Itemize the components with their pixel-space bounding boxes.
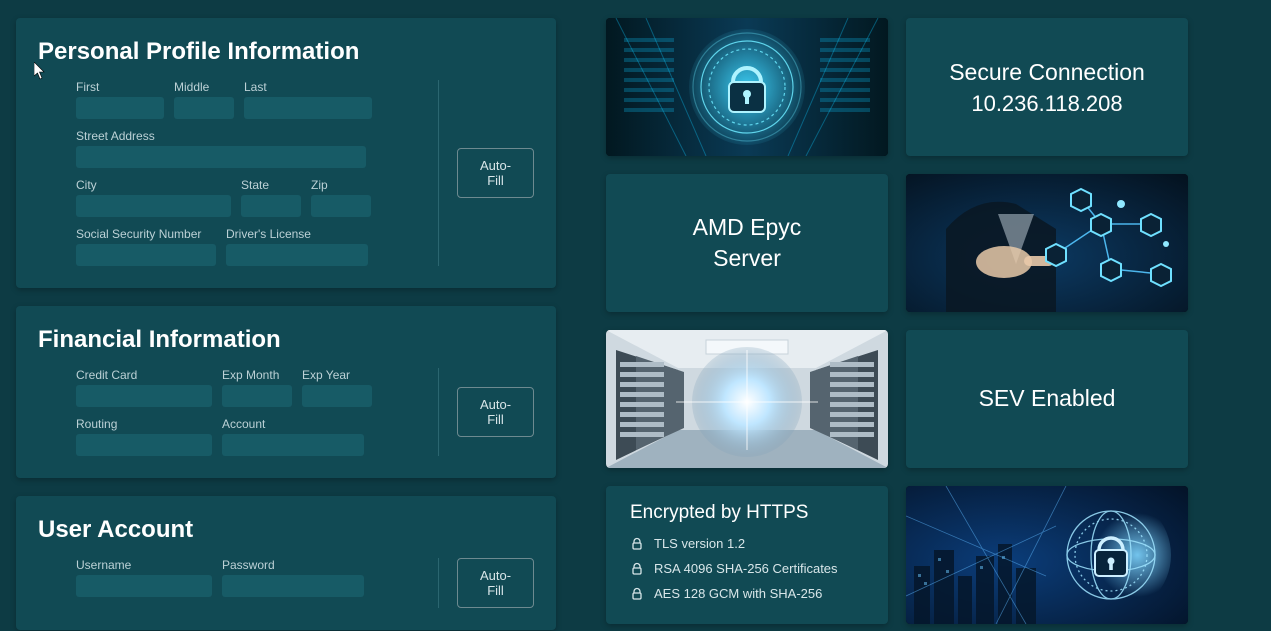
ssn-label: Social Security Number — [76, 227, 216, 241]
list-item: AES 128 GCM with SHA-256 — [630, 586, 822, 601]
username-input[interactable] — [76, 575, 212, 597]
username-label: Username — [76, 558, 212, 572]
sev-enabled-tile: SEV Enabled — [906, 330, 1188, 468]
sev-label: SEV Enabled — [979, 383, 1116, 414]
credit-label: Credit Card — [76, 368, 212, 382]
password-label: Password — [222, 558, 364, 572]
account-fields: Username Password — [38, 558, 439, 608]
financial-autofill-button[interactable]: Auto-Fill — [457, 387, 534, 437]
license-label: Driver's License — [226, 227, 368, 241]
lock-icon — [630, 562, 644, 576]
touch-network-tile — [906, 174, 1188, 312]
secure-connection-tile: Secure Connection 10.236.118.208 — [906, 18, 1188, 156]
personal-autofill-button[interactable]: Auto-Fill — [457, 148, 534, 198]
expmonth-input[interactable] — [222, 385, 292, 407]
personal-title: Personal Profile Information — [38, 38, 534, 66]
zip-input[interactable] — [311, 195, 371, 217]
https-item-0: TLS version 1.2 — [654, 536, 745, 551]
city-input[interactable] — [76, 195, 231, 217]
user-account-card: User Account Username Password Auto-Fill — [16, 496, 556, 630]
left-column: Personal Profile Information First Middl… — [16, 18, 556, 613]
amd-line1: AMD Epyc — [693, 212, 802, 243]
last-label: Last — [244, 80, 372, 94]
right-column: Secure Connection 10.236.118.208 AMD Epy… — [606, 18, 1188, 613]
https-title: Encrypted by HTTPS — [630, 502, 808, 524]
password-input[interactable] — [222, 575, 364, 597]
https-item-2: AES 128 GCM with SHA-256 — [654, 586, 822, 601]
account-input[interactable] — [222, 434, 364, 456]
secure-connection-label: Secure Connection — [949, 57, 1145, 88]
license-input[interactable] — [226, 244, 368, 266]
middle-input[interactable] — [174, 97, 234, 119]
amd-line2: Server — [713, 243, 781, 274]
first-input[interactable] — [76, 97, 164, 119]
personal-fields: First Middle Last Street Address — [38, 80, 439, 266]
account-title: User Account — [38, 516, 534, 544]
lock-icon — [630, 587, 644, 601]
amd-epyc-tile: AMD Epyc Server — [606, 174, 888, 312]
state-input[interactable] — [241, 195, 301, 217]
routing-input[interactable] — [76, 434, 212, 456]
first-label: First — [76, 80, 164, 94]
street-label: Street Address — [76, 129, 366, 143]
financial-fields: Credit Card Exp Month Exp Year Routing — [38, 368, 439, 456]
lock-icon — [630, 537, 644, 551]
expyear-input[interactable] — [302, 385, 372, 407]
account-autofill-button[interactable]: Auto-Fill — [457, 558, 534, 608]
datacenter-lock-tile — [606, 18, 888, 156]
state-label: State — [241, 178, 301, 192]
last-input[interactable] — [244, 97, 372, 119]
list-item: RSA 4096 SHA-256 Certificates — [630, 561, 838, 576]
globe-lock-tile — [906, 486, 1188, 624]
expyear-label: Exp Year — [302, 368, 372, 382]
financial-title: Financial Information — [38, 326, 534, 354]
routing-label: Routing — [76, 417, 212, 431]
middle-label: Middle — [174, 80, 234, 94]
account-label: Account — [222, 417, 364, 431]
street-input[interactable] — [76, 146, 366, 168]
secure-connection-ip: 10.236.118.208 — [971, 91, 1122, 117]
bright-datacenter-tile — [606, 330, 888, 468]
ssn-input[interactable] — [76, 244, 216, 266]
financial-card: Financial Information Credit Card Exp Mo… — [16, 306, 556, 478]
credit-input[interactable] — [76, 385, 212, 407]
personal-profile-card: Personal Profile Information First Middl… — [16, 18, 556, 288]
zip-label: Zip — [311, 178, 371, 192]
expmonth-label: Exp Month — [222, 368, 292, 382]
https-item-1: RSA 4096 SHA-256 Certificates — [654, 561, 838, 576]
list-item: TLS version 1.2 — [630, 536, 745, 551]
https-tile: Encrypted by HTTPS TLS version 1.2 RSA 4… — [606, 486, 888, 624]
city-label: City — [76, 178, 231, 192]
